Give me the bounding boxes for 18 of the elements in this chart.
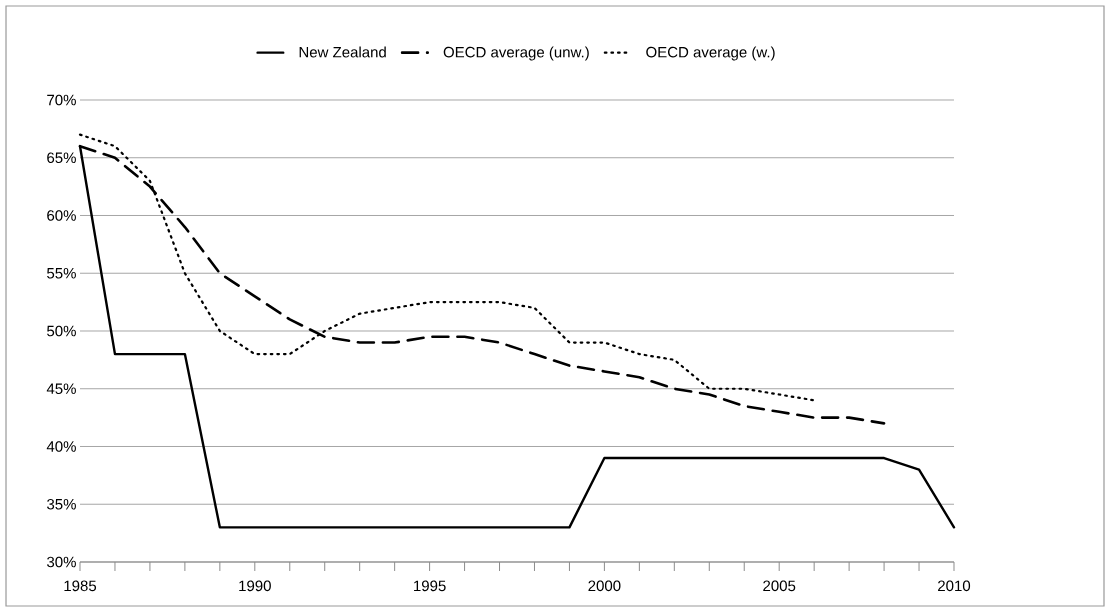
x-tick-label: 1990 <box>239 580 271 592</box>
y-tick-label: 65% <box>47 152 76 164</box>
y-tick-label: 60% <box>47 210 76 221</box>
legend-label: OECD average (unw.) <box>443 46 589 61</box>
y-tick-label: 70% <box>47 94 76 106</box>
y-tick-label: 45% <box>46 383 76 395</box>
y-tick-label: 35% <box>47 498 76 510</box>
x-tick-label: 1995 <box>414 580 446 592</box>
legend-label: OECD average (w.) <box>646 46 775 61</box>
y-tick-label: 40% <box>46 441 76 452</box>
x-tick-label: 2010 <box>938 580 971 592</box>
legend-label: New Zealand <box>299 46 386 58</box>
y-tick-label: 55% <box>47 267 76 279</box>
x-tick-label: 2005 <box>763 580 796 592</box>
y-tick-label: 50% <box>47 325 76 337</box>
x-tick-label: 2000 <box>588 580 621 592</box>
y-tick-label: 30% <box>47 556 76 568</box>
x-tick-label: 1985 <box>64 580 97 592</box>
